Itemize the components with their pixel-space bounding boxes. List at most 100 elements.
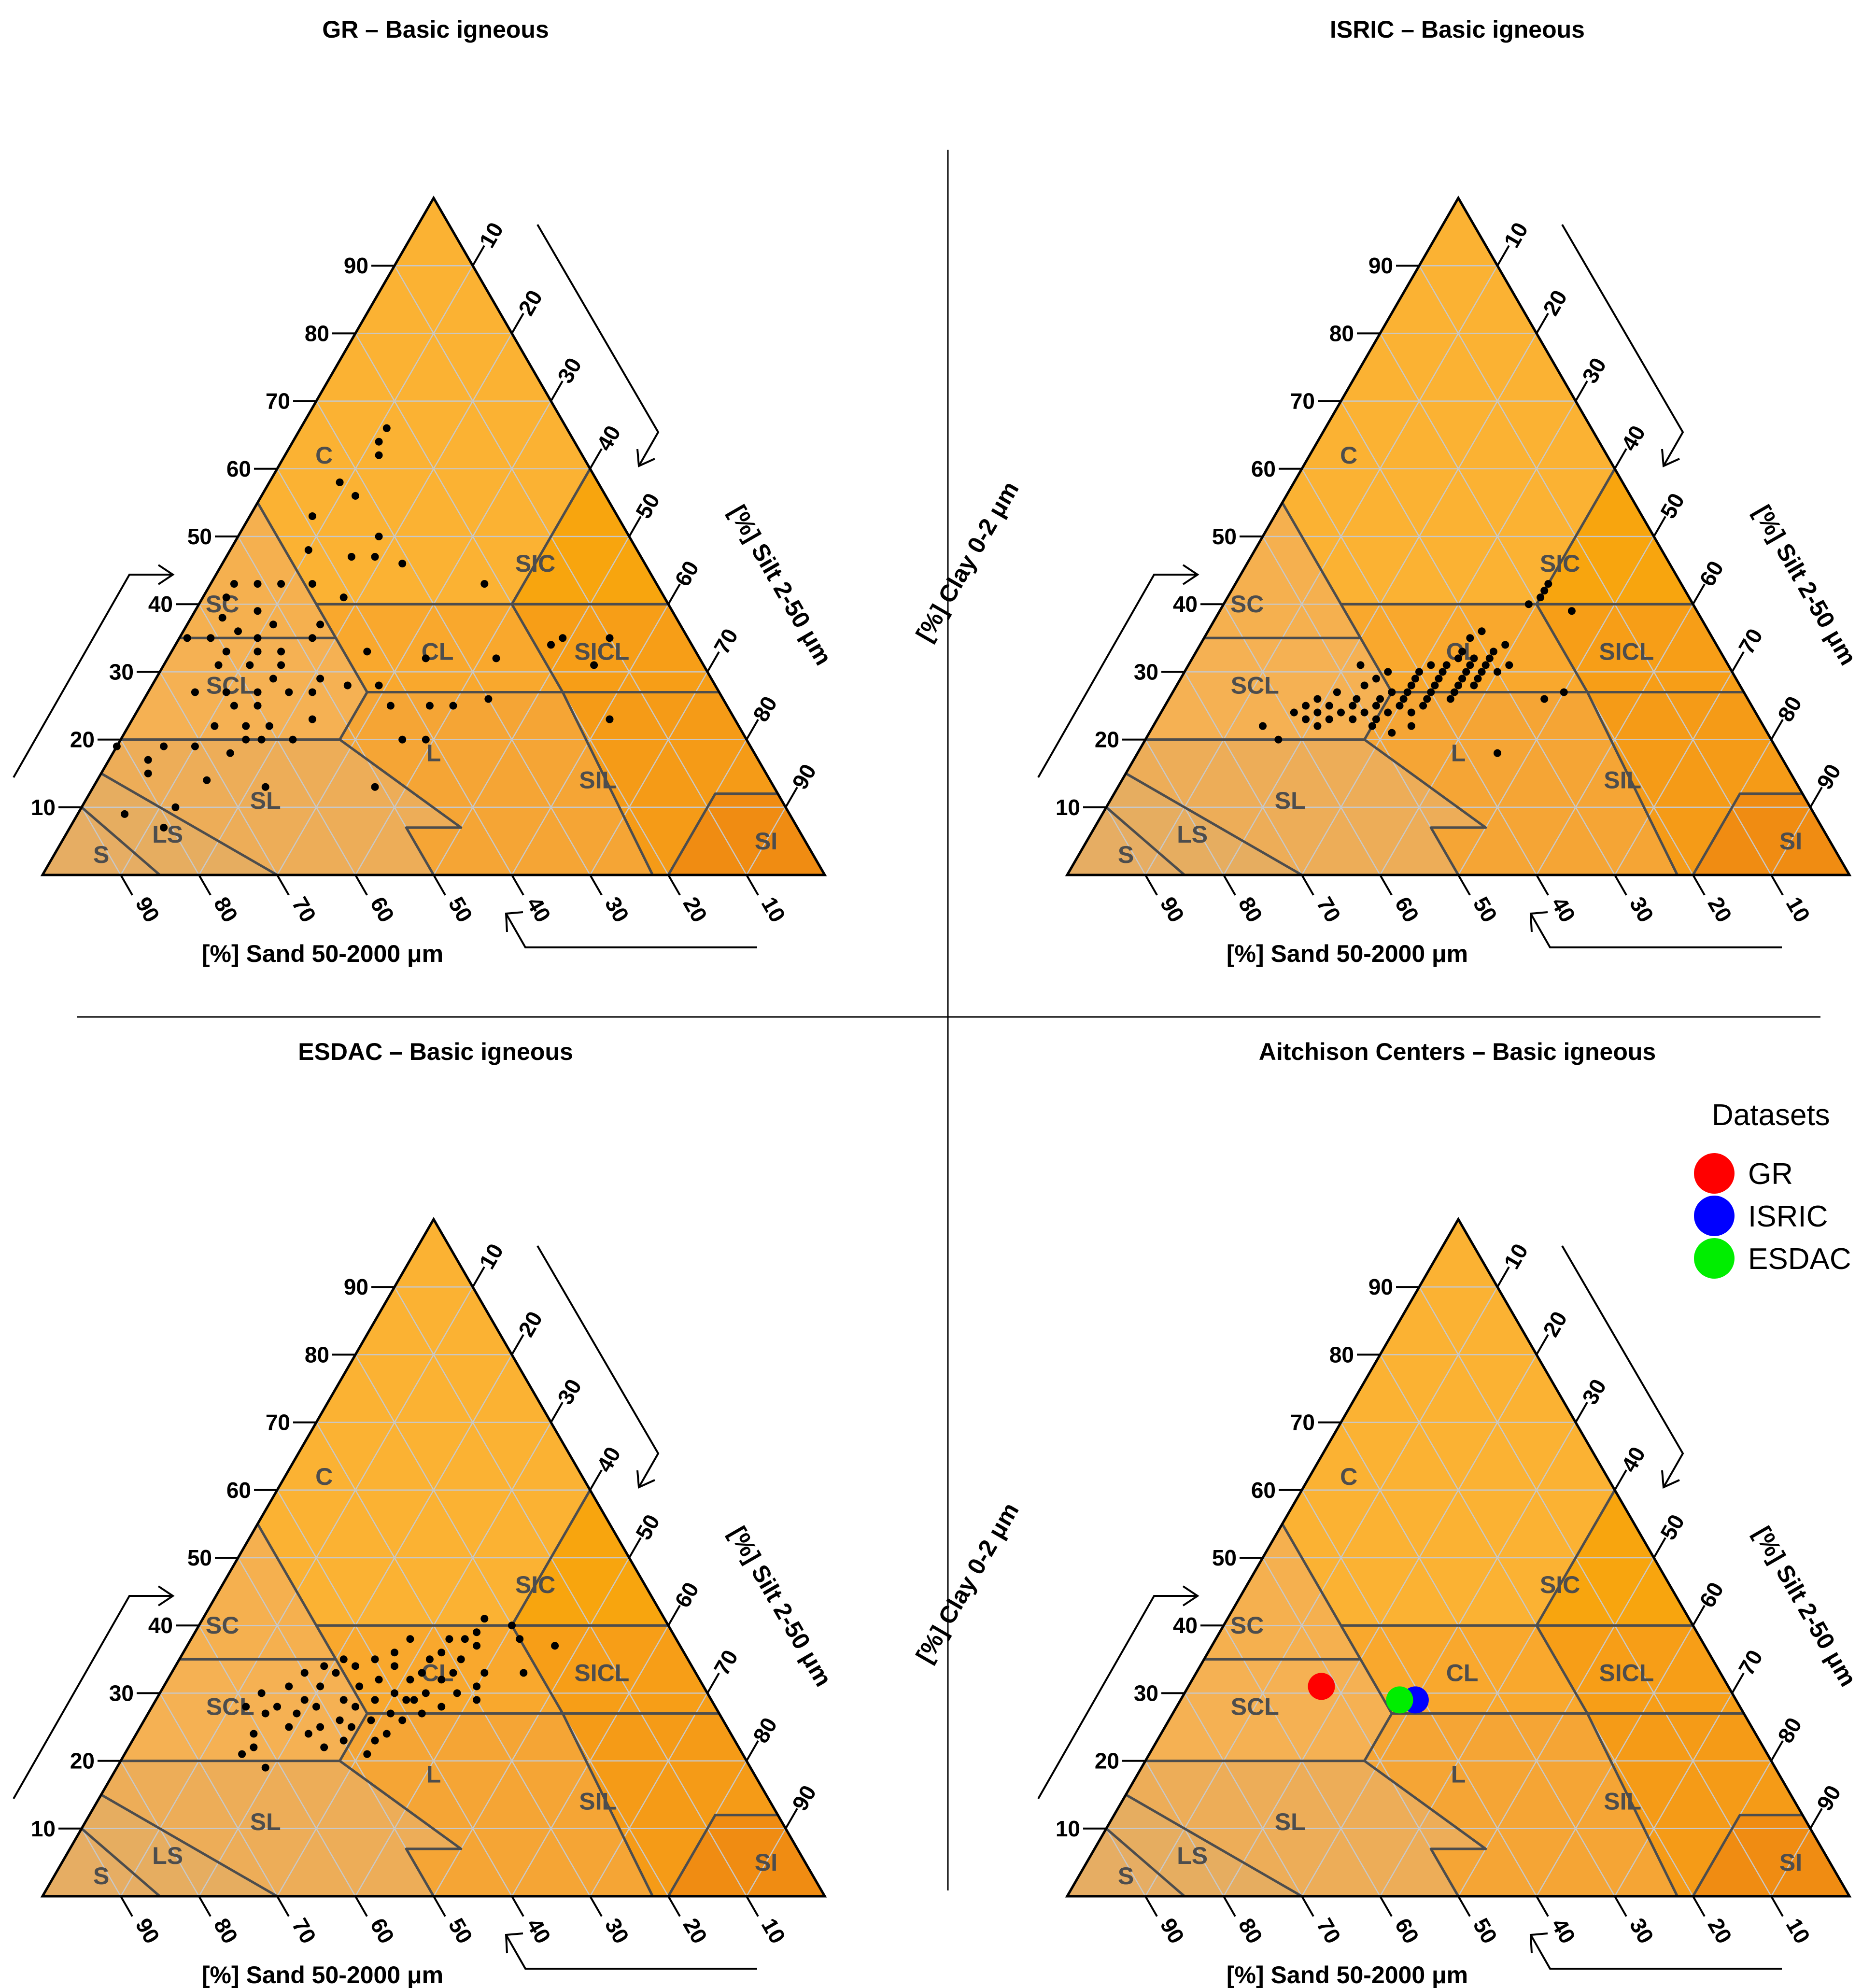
panel-title: ISRIC – Basic igneous [1330, 16, 1585, 43]
data-point [183, 634, 191, 642]
sand-tick-mark [120, 874, 133, 896]
data-point [398, 1716, 407, 1724]
silt-tick-mark [628, 516, 642, 537]
silt-tick-mark [1692, 583, 1706, 605]
data-point [1466, 661, 1474, 669]
data-point [254, 580, 262, 588]
data-point [203, 776, 211, 784]
data-point [316, 620, 324, 629]
class-region-ls [82, 773, 277, 875]
data-point [1313, 695, 1322, 703]
data-point [1376, 695, 1384, 703]
data-point [242, 735, 250, 744]
legend-marker-gr [1694, 1153, 1735, 1194]
data-point [473, 1696, 481, 1704]
direction-arrows [13, 1245, 757, 1970]
data-point [453, 1689, 461, 1697]
data-point [1349, 702, 1357, 710]
data-point [1466, 634, 1474, 642]
data-point [293, 1709, 301, 1718]
data-point [242, 722, 250, 730]
sand-tick-mark [1144, 1895, 1158, 1917]
data-point [547, 641, 555, 649]
sand-tick-mark [589, 1895, 603, 1917]
class-label-si: SI [755, 828, 777, 855]
sand-direction-arrow [1530, 1934, 1782, 1970]
class-region-ls [82, 1794, 277, 1896]
silt-tick-mark [1809, 1808, 1823, 1829]
class-label-s: S [1118, 1862, 1134, 1889]
grid-line-silt [1536, 1625, 1694, 1897]
clay-tick-label: 40 [1173, 592, 1198, 617]
data-point [457, 1655, 465, 1664]
ternary-panel-3: ESDAC – Basic igneousSLSSLSCLSCLCLCSILSI… [13, 1038, 837, 1988]
data-point [1494, 668, 1501, 676]
data-point [422, 654, 430, 663]
data-point [473, 1628, 481, 1636]
data-point [343, 681, 352, 690]
clay-tick-label: 80 [305, 321, 329, 346]
data-point [386, 1709, 395, 1718]
silt-tick-mark [1731, 1672, 1745, 1694]
grid-line-silt [1301, 1422, 1577, 1897]
class-label-si: SI [1779, 828, 1802, 855]
sand-axis-label: [%] Sand 50-2000 μm [1227, 1961, 1468, 1988]
data-point [606, 634, 614, 642]
class-label-ls: LS [1177, 1842, 1208, 1869]
class-label-si: SI [1779, 1849, 1802, 1876]
grid-line-silt [1770, 807, 1811, 875]
data-point [422, 1689, 430, 1697]
silt-direction-arrow [536, 224, 660, 466]
data-point [1462, 668, 1470, 676]
data-point [300, 1696, 309, 1704]
sand-tick-mark [589, 874, 603, 896]
silt-tick-mark [1809, 787, 1823, 808]
data-point [261, 1709, 269, 1718]
data-point [1470, 681, 1478, 690]
data-point [418, 1709, 426, 1718]
class-label-scl: SCL [1231, 672, 1279, 699]
silt-tick-mark [1614, 1469, 1627, 1491]
clay-tick-label: 50 [1212, 524, 1237, 549]
grid-line-sand [237, 536, 435, 875]
class-region-ls [1106, 773, 1302, 875]
data-point [386, 702, 395, 710]
grid-line-sand [1340, 1422, 1616, 1897]
data-point [1403, 688, 1411, 696]
sand-tick-mark [1770, 874, 1784, 896]
sand-tick-mark [433, 1895, 446, 1917]
sand-tick-mark [198, 1895, 212, 1917]
class-label-sil: SIL [579, 1788, 617, 1815]
data-point [1454, 654, 1462, 663]
data-point [285, 688, 293, 696]
data-point [1501, 641, 1509, 649]
data-point [352, 492, 359, 500]
data-point [375, 681, 383, 690]
silt-tick-mark [706, 1672, 720, 1694]
data-point [402, 1696, 410, 1704]
data-point [347, 1723, 355, 1731]
sand-tick-mark [1692, 874, 1706, 896]
clay-tick-label: 10 [1056, 795, 1080, 820]
grid-line-sand [315, 1422, 591, 1897]
grid-line-sand [159, 671, 278, 875]
data-point [316, 1723, 324, 1731]
data-point [382, 1730, 391, 1738]
data-point [371, 783, 379, 791]
sand-tick-mark [1379, 874, 1393, 896]
data-point [316, 1682, 324, 1691]
data-point [160, 823, 168, 832]
data-point [1423, 695, 1431, 703]
data-point [218, 614, 226, 622]
data-point [352, 1703, 359, 1711]
silt-tick-mark [667, 583, 681, 605]
class-label-sicl: SICL [574, 1659, 629, 1686]
data-point [1313, 708, 1322, 717]
data-point [363, 1750, 371, 1758]
class-label-sl: SL [1275, 787, 1306, 814]
data-point [1333, 688, 1341, 696]
data-point [289, 735, 297, 744]
data-points [1308, 1673, 1429, 1714]
data-point [230, 702, 238, 710]
